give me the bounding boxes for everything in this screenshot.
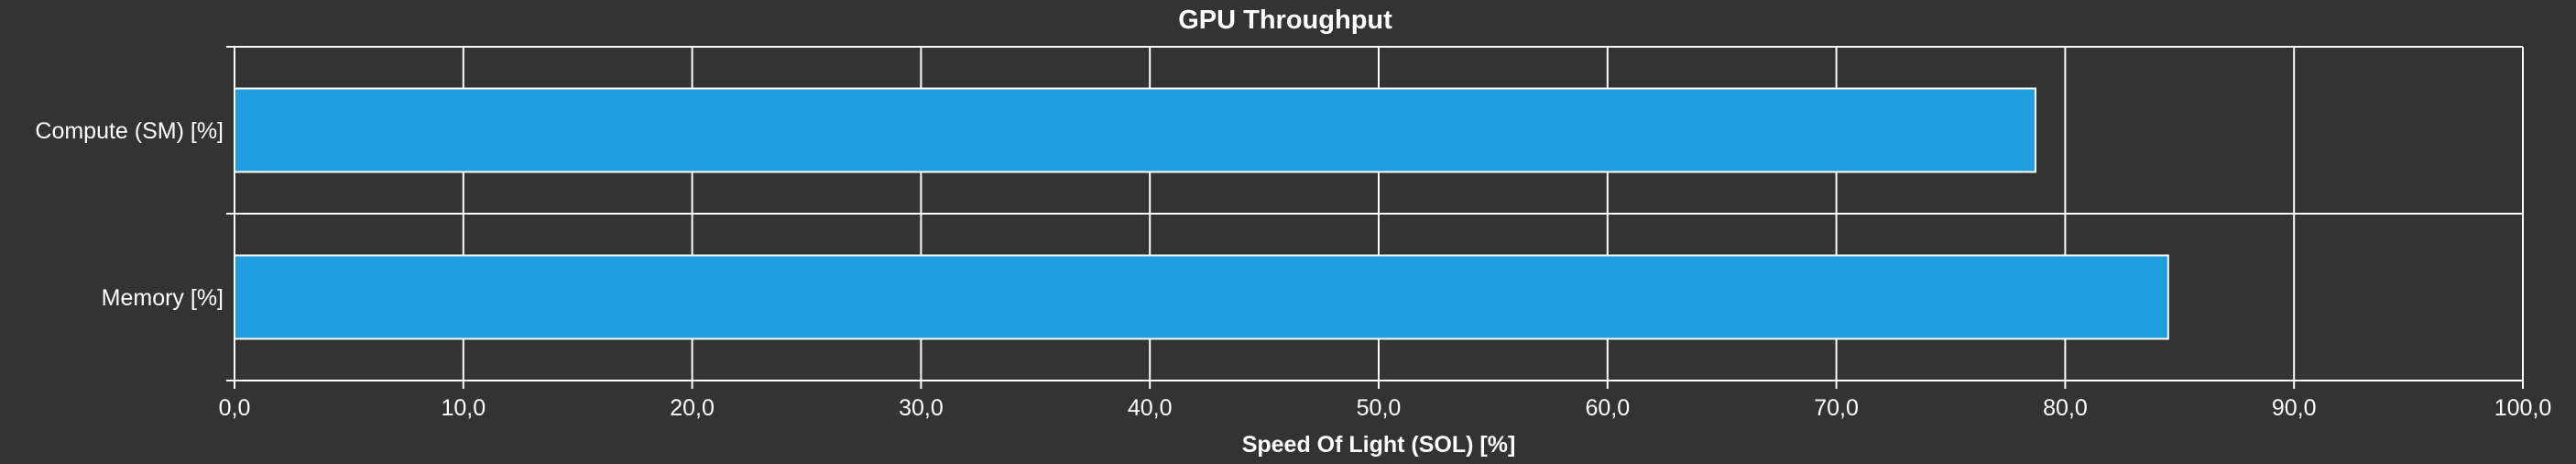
x-tick-label: 0,0 [219, 395, 251, 421]
x-tick-label: 10,0 [441, 395, 486, 421]
bar-compute [234, 87, 2036, 173]
x-tick-label: 50,0 [1357, 395, 1402, 421]
x-tick-label: 60,0 [1585, 395, 1630, 421]
y-axis-categories: Compute (SM) [%] Memory [%] [35, 118, 224, 311]
category-label: Memory [%] [102, 285, 224, 311]
x-axis-ticks: 0,0 10,0 20,0 30,0 40,0 50,0 60,0 70,0 80,0 90,0 1… [219, 381, 2552, 421]
category-label: Compute (SM) [%] [35, 118, 224, 144]
x-tick-label: 20,0 [670, 395, 715, 421]
bar-memory [234, 254, 2169, 340]
chart-title: GPU Throughput [1178, 6, 1392, 35]
x-tick-label: 80,0 [2043, 395, 2088, 421]
x-tick-label: 100,0 [2494, 395, 2552, 421]
x-axis-label: Speed Of Light (SOL) [%] [1242, 432, 1516, 458]
x-tick-label: 70,0 [1814, 395, 1859, 421]
bars-layer [234, 87, 2169, 340]
x-tick-label: 40,0 [1128, 395, 1173, 421]
x-tick-label: 90,0 [2272, 395, 2317, 421]
x-tick-label: 30,0 [899, 395, 944, 421]
